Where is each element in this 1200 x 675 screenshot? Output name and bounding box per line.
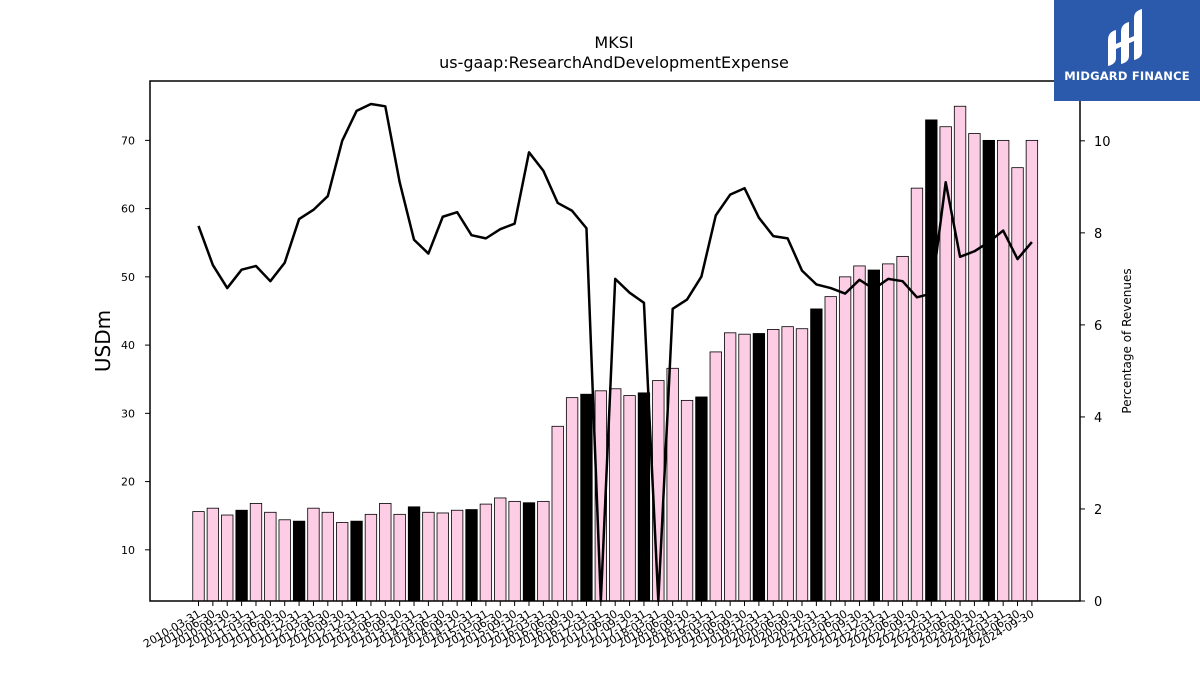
bar-2016-09-30 bbox=[565, 397, 579, 602]
bar-2014-09-30 bbox=[450, 509, 464, 602]
bar-2014-03-31 bbox=[422, 511, 435, 602]
y2-axis-label: Percentage of Revenues bbox=[1120, 268, 1134, 413]
bar-2022-09-30 bbox=[910, 187, 924, 602]
bar-2023-12-31 bbox=[982, 139, 995, 602]
bar-2023-06-30 bbox=[953, 105, 967, 602]
bar-2013-06-30 bbox=[379, 503, 392, 602]
y-axis-label: USDm bbox=[91, 310, 115, 372]
bar-2020-12-31 bbox=[810, 308, 823, 602]
percentage-line-path bbox=[197, 102, 1033, 603]
bar-2016-06-30 bbox=[551, 425, 564, 602]
bar-2020-03-31 bbox=[767, 328, 780, 602]
bar-2021-12-31 bbox=[867, 269, 880, 602]
bar-2021-09-30 bbox=[853, 265, 866, 602]
bar-2021-06-30 bbox=[838, 276, 852, 602]
midgard-finance-logo: MIDGARD FINANCE bbox=[1054, 0, 1200, 101]
bar-2015-06-30 bbox=[494, 497, 507, 602]
y-tick-label-50: 50 bbox=[121, 271, 135, 284]
bar-2021-03-31 bbox=[824, 296, 837, 602]
bar-2016-12-31 bbox=[580, 393, 593, 602]
bar-2019-12-31 bbox=[752, 333, 766, 602]
bar-2024-06-30 bbox=[1011, 167, 1024, 602]
y2-tick-label-0: 0 bbox=[1094, 595, 1102, 610]
bar-2018-12-31 bbox=[695, 396, 708, 602]
bar-2012-09-30 bbox=[336, 522, 349, 602]
bar-2013-03-31 bbox=[364, 513, 378, 602]
bar-2017-06-30 bbox=[609, 388, 622, 602]
logo-mark-icon bbox=[1108, 9, 1142, 66]
bar-2010-06-30 bbox=[206, 507, 220, 602]
y-tick-label-70: 70 bbox=[121, 134, 135, 147]
bar-2011-06-30 bbox=[264, 511, 277, 602]
bar-2018-09-30 bbox=[680, 399, 694, 602]
bar-2019-03-31 bbox=[709, 351, 722, 602]
bar-2011-09-30 bbox=[278, 519, 291, 602]
bar-2012-06-30 bbox=[321, 511, 334, 602]
chart-title: MKSI bbox=[594, 33, 633, 52]
y2-tick-label-8: 8 bbox=[1094, 227, 1102, 242]
y2-tick-label-10: 10 bbox=[1094, 135, 1111, 150]
bar-2019-09-30 bbox=[738, 333, 751, 602]
bar-2010-03-31 bbox=[192, 511, 205, 602]
y-tick-label-10: 10 bbox=[121, 544, 135, 557]
bar-2015-12-31 bbox=[522, 502, 536, 602]
bar-2022-03-31 bbox=[882, 263, 895, 602]
y-tick-label-30: 30 bbox=[121, 407, 135, 420]
plot-frame bbox=[149, 80, 1081, 602]
chart-subtitle: us-gaap:ResearchAndDevelopmentExpense bbox=[439, 53, 789, 72]
bar-2022-06-30 bbox=[896, 255, 909, 602]
bar-2011-12-31 bbox=[292, 520, 306, 602]
bar-2013-09-30 bbox=[393, 513, 406, 602]
bar-2024-09-30 bbox=[1025, 139, 1039, 602]
bar-2012-12-31 bbox=[350, 520, 363, 602]
bar-2020-06-30 bbox=[781, 326, 794, 602]
bar-2015-03-31 bbox=[479, 503, 493, 602]
bar-2022-12-31 bbox=[925, 119, 938, 602]
y2-tick-label-4: 4 bbox=[1094, 411, 1102, 426]
bar-2019-06-30 bbox=[724, 332, 737, 602]
logo-text: MIDGARD FINANCE bbox=[1064, 69, 1190, 83]
axis-ticks: 1020304050607002468102010-03-312010-06-3… bbox=[121, 134, 1111, 650]
y-tick-label-40: 40 bbox=[121, 339, 135, 352]
y-tick-label-60: 60 bbox=[121, 203, 135, 216]
bar-2015-09-30 bbox=[508, 500, 521, 602]
bar-2013-12-31 bbox=[407, 506, 421, 602]
bar-2014-06-30 bbox=[436, 512, 449, 602]
bar-2012-03-31 bbox=[307, 507, 320, 602]
bar-2017-12-31 bbox=[637, 392, 651, 602]
bar-2010-09-30 bbox=[221, 514, 234, 602]
percentage-line bbox=[197, 102, 1033, 603]
bar-2014-12-31 bbox=[465, 509, 478, 602]
bars bbox=[192, 105, 1039, 602]
bar-2017-09-30 bbox=[623, 395, 636, 602]
y2-tick-label-2: 2 bbox=[1094, 503, 1102, 518]
bar-2023-09-30 bbox=[968, 133, 981, 602]
bar-2020-09-30 bbox=[795, 328, 809, 602]
bar-2018-03-31 bbox=[652, 380, 665, 602]
y2-tick-label-6: 6 bbox=[1094, 319, 1102, 334]
bar-2016-03-31 bbox=[537, 500, 550, 602]
bar-2024-03-31 bbox=[997, 139, 1010, 602]
bar-2011-03-31 bbox=[249, 503, 263, 602]
y-tick-label-20: 20 bbox=[121, 476, 135, 489]
bar-2010-12-31 bbox=[235, 509, 248, 602]
